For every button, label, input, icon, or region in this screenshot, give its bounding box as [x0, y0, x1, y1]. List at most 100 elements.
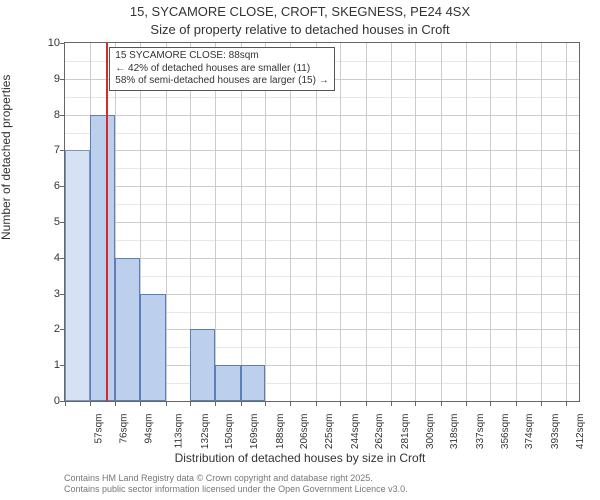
x-tick-label: 393sqm: [550, 414, 561, 450]
y-tick-mark: [60, 150, 64, 151]
x-tick-mark: [241, 402, 242, 406]
gridline-v: [391, 43, 392, 401]
y-tick-mark: [60, 79, 64, 80]
y-tick-label: 6: [30, 180, 60, 192]
x-tick-mark: [65, 402, 66, 406]
y-axis-label: Number of detached properties: [0, 75, 13, 240]
y-tick-mark: [60, 401, 64, 402]
y-tick-mark: [60, 115, 64, 116]
x-tick-label: 94sqm: [143, 414, 154, 444]
gridline-v: [340, 43, 341, 401]
x-tick-label: 244sqm: [350, 414, 361, 450]
x-tick-mark: [541, 402, 542, 406]
x-tick-label: 150sqm: [224, 414, 235, 450]
gridline-h: [65, 258, 579, 259]
footer-line2: Contains public sector information licen…: [64, 484, 590, 495]
gridline-v: [516, 43, 517, 401]
gridline-h: [65, 186, 579, 187]
y-tick-label: 5: [30, 216, 60, 228]
histogram-bar: [215, 365, 240, 401]
gridline-v: [466, 43, 467, 401]
y-tick-label: 1: [30, 359, 60, 371]
x-tick-mark: [215, 402, 216, 406]
annotation-line3: 58% of semi-detached houses are larger (…: [115, 75, 328, 88]
x-tick-mark: [190, 402, 191, 406]
y-tick-label: 10: [30, 37, 60, 49]
y-tick-label: 8: [30, 109, 60, 121]
y-tick-mark: [60, 222, 64, 223]
x-tick-label: 76sqm: [119, 414, 130, 444]
gridline-h-minor: [65, 168, 579, 169]
gridline-v: [215, 43, 216, 401]
gridline-h-minor: [65, 204, 579, 205]
x-tick-mark: [90, 402, 91, 406]
gridline-v: [415, 43, 416, 401]
x-tick-label: 57sqm: [94, 414, 105, 444]
x-tick-label: 206sqm: [299, 414, 310, 450]
y-tick-mark: [60, 365, 64, 366]
y-tick-mark: [60, 43, 64, 44]
histogram-bar: [241, 365, 265, 401]
chart-container: 15, SYCAMORE CLOSE, CROFT, SKEGNESS, PE2…: [0, 0, 600, 500]
y-tick-label: 3: [30, 288, 60, 300]
histogram-bar: [90, 115, 114, 401]
x-tick-label: 337sqm: [475, 414, 486, 450]
x-tick-mark: [290, 402, 291, 406]
gridline-v: [265, 43, 266, 401]
gridline-v: [441, 43, 442, 401]
x-tick-label: 188sqm: [275, 414, 286, 450]
x-tick-mark: [265, 402, 266, 406]
histogram-bar: [65, 150, 90, 401]
gridline-h-minor: [65, 97, 579, 98]
annotation-box: 15 SYCAMORE CLOSE: 88sqm← 42% of detache…: [109, 47, 334, 91]
gridline-v: [290, 43, 291, 401]
annotation-line2: ← 42% of detached houses are smaller (11…: [115, 63, 328, 76]
x-tick-mark: [415, 402, 416, 406]
y-tick-label: 2: [30, 323, 60, 335]
y-tick-label: 0: [30, 395, 60, 407]
gridline-h: [65, 150, 579, 151]
x-tick-label: 132sqm: [200, 414, 211, 450]
x-tick-mark: [391, 402, 392, 406]
y-tick-label: 4: [30, 252, 60, 264]
x-tick-mark: [516, 402, 517, 406]
y-tick-label: 9: [30, 73, 60, 85]
gridline-h: [65, 115, 579, 116]
gridline-v: [316, 43, 317, 401]
x-tick-label: 169sqm: [249, 414, 260, 450]
chart-footer: Contains HM Land Registry data © Crown c…: [64, 473, 590, 496]
gridline-v: [490, 43, 491, 401]
y-tick-mark: [60, 329, 64, 330]
gridline-v: [566, 43, 567, 401]
x-tick-label: 262sqm: [374, 414, 385, 450]
gridline-h-minor: [65, 276, 579, 277]
x-axis-label: Distribution of detached houses by size …: [0, 451, 600, 465]
y-tick-mark: [60, 258, 64, 259]
x-tick-mark: [366, 402, 367, 406]
x-tick-label: 318sqm: [449, 414, 460, 450]
x-tick-mark: [490, 402, 491, 406]
gridline-v: [366, 43, 367, 401]
y-tick-mark: [60, 186, 64, 187]
gridline-h: [65, 222, 579, 223]
x-tick-mark: [115, 402, 116, 406]
gridline-h-minor: [65, 240, 579, 241]
histogram-bar: [190, 329, 215, 401]
gridline-v: [166, 43, 167, 401]
x-tick-label: 412sqm: [576, 414, 587, 450]
gridline-v: [541, 43, 542, 401]
x-tick-mark: [340, 402, 341, 406]
x-tick-mark: [441, 402, 442, 406]
y-tick-label: 7: [30, 144, 60, 156]
footer-line1: Contains HM Land Registry data © Crown c…: [64, 473, 590, 484]
chart-title-line2: Size of property relative to detached ho…: [0, 22, 600, 37]
x-tick-mark: [566, 402, 567, 406]
plot-area: 15 SYCAMORE CLOSE: 88sqm← 42% of detache…: [64, 42, 580, 402]
annotation-line1: 15 SYCAMORE CLOSE: 88sqm: [115, 50, 328, 63]
x-tick-label: 225sqm: [325, 414, 336, 450]
x-tick-mark: [466, 402, 467, 406]
histogram-bar: [115, 258, 140, 401]
x-tick-label: 113sqm: [173, 414, 184, 449]
chart-title-line1: 15, SYCAMORE CLOSE, CROFT, SKEGNESS, PE2…: [0, 4, 600, 19]
x-tick-label: 374sqm: [525, 414, 536, 450]
